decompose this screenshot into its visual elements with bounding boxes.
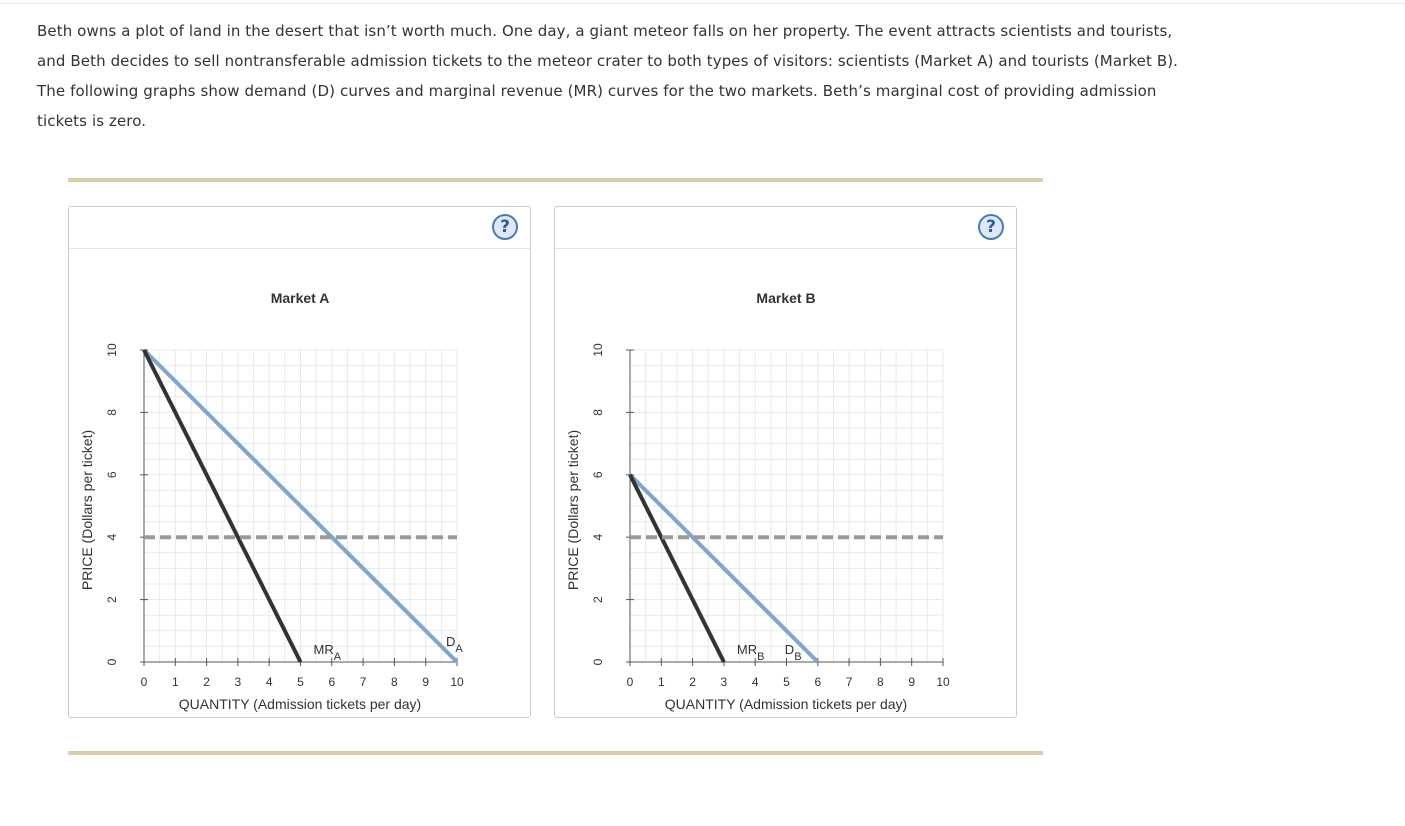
- mr-label-b: MRB: [737, 642, 765, 663]
- demand-curve-b: [628, 473, 820, 664]
- mr-curve-a: [142, 349, 303, 663]
- intro-line-1: Beth owns a plot of land in the desert t…: [37, 22, 1173, 40]
- x-tick-label: 2: [203, 675, 210, 689]
- x-tick-label: 1: [172, 675, 179, 689]
- y-tick-label: 8: [591, 409, 605, 416]
- x-tick-label: 7: [360, 675, 367, 689]
- x-tick-label: 6: [328, 675, 335, 689]
- x-tick-label: 2: [689, 675, 696, 689]
- mr-label-name: MR: [737, 642, 757, 657]
- x-tick-label: 10: [450, 675, 464, 689]
- mr-label-subscript: A: [334, 651, 342, 663]
- mr-label-subscript: B: [757, 651, 764, 663]
- top-rule: [68, 178, 1043, 182]
- y-tick-label: 4: [591, 534, 605, 541]
- demand-label-subscript: B: [794, 651, 801, 663]
- x-tick-label: 5: [783, 675, 790, 689]
- intro-line-3: The following graphs show demand (D) cur…: [37, 82, 1157, 100]
- bottom-rule: [68, 751, 1043, 755]
- y-tick-label: 6: [591, 471, 605, 478]
- x-axis-title: QUANTITY (Admission tickets per day): [179, 696, 421, 712]
- x-tick-label: 3: [721, 675, 728, 689]
- chart-title: Market A: [271, 290, 330, 306]
- x-tick-label: 0: [141, 675, 148, 689]
- x-tick-label: 10: [936, 675, 950, 689]
- x-tick-label: 8: [877, 675, 884, 689]
- x-tick-label: 6: [814, 675, 821, 689]
- mr-curve-b: [628, 473, 726, 663]
- mr-label-a: MRA: [314, 642, 342, 663]
- x-tick-label: 4: [752, 675, 759, 689]
- y-tick-label: 10: [591, 343, 605, 357]
- x-tick-label: 9: [908, 675, 915, 689]
- demand-curve-a: [142, 348, 459, 664]
- market-b-help-button[interactable]: ?: [978, 214, 1004, 240]
- problem-intro: Beth owns a plot of land in the desert t…: [37, 16, 1197, 136]
- y-tick-label: 0: [105, 658, 119, 665]
- x-tick-label: 3: [235, 675, 242, 689]
- x-tick-label: 8: [391, 675, 398, 689]
- demand-label-subscript: A: [455, 643, 463, 655]
- y-tick-label: 6: [105, 471, 119, 478]
- mr-label-name: MR: [314, 642, 334, 657]
- demand-label-a: DA: [446, 634, 463, 655]
- y-tick-label: 2: [105, 596, 119, 603]
- x-tick-label: 0: [627, 675, 634, 689]
- y-tick-label: 4: [105, 534, 119, 541]
- market-a-panel-header: ?: [69, 207, 530, 249]
- x-axis-title: QUANTITY (Admission tickets per day): [665, 696, 907, 712]
- market-a-chart: 0 1 2 3 4 5 6 7 8 9 10 0 2 4 6 8 10 Market A QUANTITY (Adm…: [79, 290, 464, 712]
- x-tick-label: 7: [846, 675, 853, 689]
- y-axis-title: PRICE (Dollars per ticket): [565, 430, 581, 590]
- market-b-panel: ? 0 1 2 3 4 5 6 7 8 9 10 0 2 4 6 8 10 Market B QUANTITY (A…: [554, 206, 1017, 718]
- market-a-panel: ? 0 1 2 3 4 5 6 7 8 9 10 0 2 4 6 8 10 Market A QUANTITY (A…: [68, 206, 531, 718]
- market-a-help-button[interactable]: ?: [492, 214, 518, 240]
- demand-label-b: DB: [785, 642, 802, 663]
- y-tick-label: 2: [591, 596, 605, 603]
- demand-label-name: D: [785, 642, 794, 657]
- market-b-panel-header: ?: [555, 207, 1016, 249]
- x-tick-label: 1: [658, 675, 665, 689]
- x-tick-label: 9: [422, 675, 429, 689]
- y-tick-label: 0: [591, 658, 605, 665]
- demand-label-name: D: [446, 634, 455, 649]
- market-b-chart: 0 1 2 3 4 5 6 7 8 9 10 0 2 4 6 8 10 Market B QUANTITY (Adm…: [565, 290, 950, 712]
- x-tick-label: 5: [297, 675, 304, 689]
- x-tick-label: 4: [266, 675, 273, 689]
- chart-title: Market B: [756, 290, 815, 306]
- y-axis-title: PRICE (Dollars per ticket): [79, 430, 95, 590]
- y-tick-label: 8: [105, 409, 119, 416]
- top-divider: [0, 3, 1405, 4]
- intro-line-2: and Beth decides to sell nontransferable…: [37, 52, 1179, 70]
- intro-line-4: tickets is zero.: [37, 112, 147, 130]
- y-tick-label: 10: [105, 343, 119, 357]
